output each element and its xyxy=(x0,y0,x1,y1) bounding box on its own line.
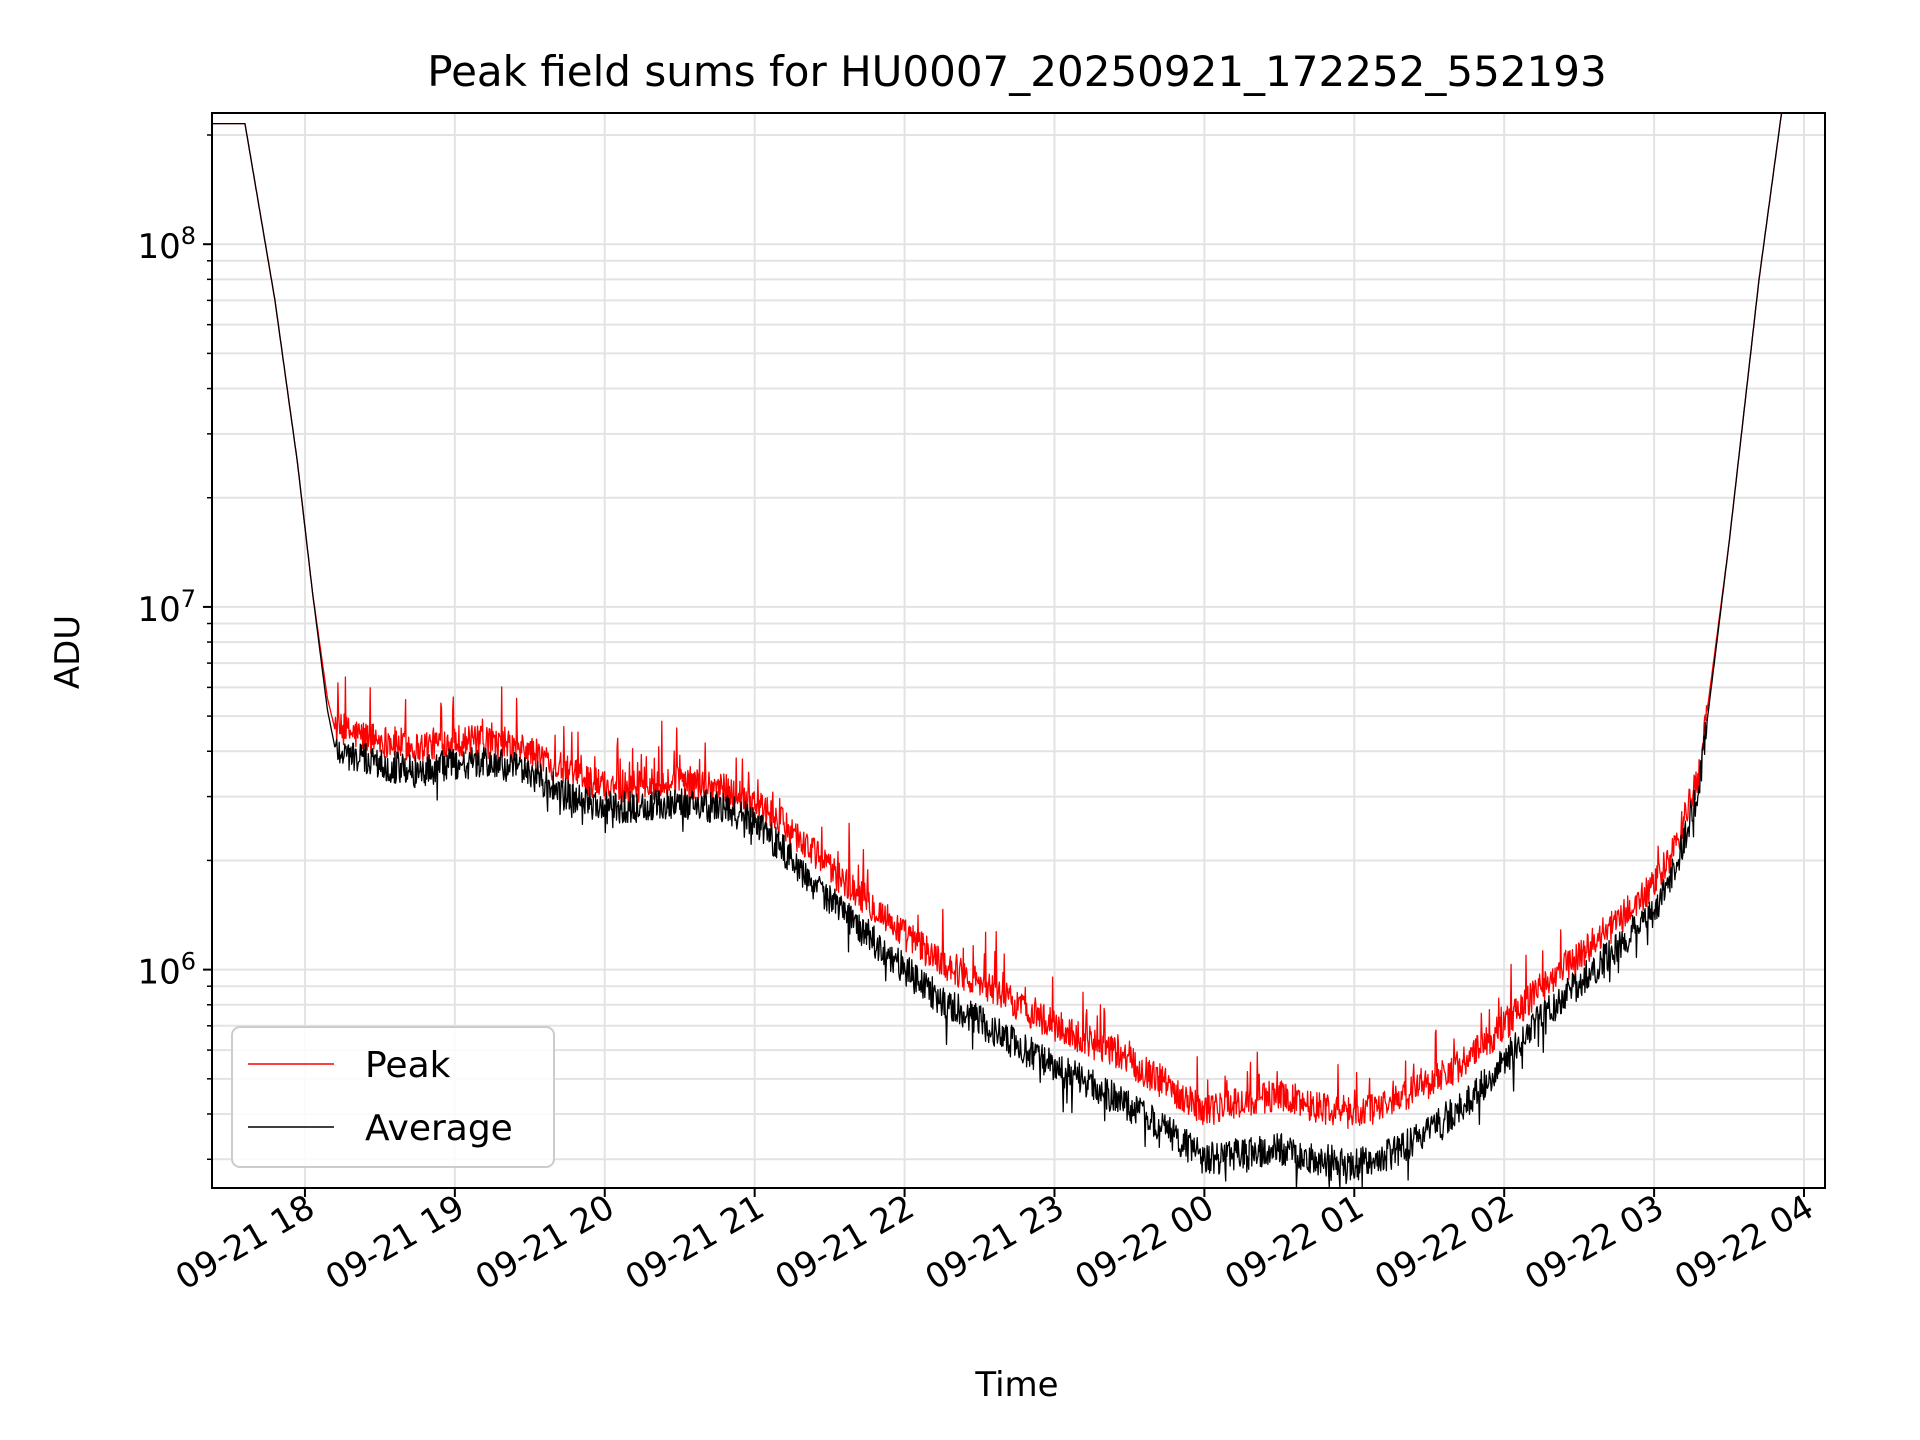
legend-label-average: Average xyxy=(365,1108,513,1149)
plot-series xyxy=(211,112,1826,1189)
series-line-average xyxy=(211,112,1826,1189)
legend-label-peak: Peak xyxy=(365,1045,451,1086)
y-axis-title: ADU xyxy=(48,615,88,689)
plot-frame xyxy=(211,112,1826,1189)
chart-title: Peak field sums for HU0007_20250921_1722… xyxy=(427,47,1606,96)
legend-box xyxy=(231,1026,555,1168)
legend: Peak Average xyxy=(231,1026,555,1168)
series-line-peak xyxy=(211,112,1826,1129)
x-axis-title: Time xyxy=(974,1365,1058,1405)
